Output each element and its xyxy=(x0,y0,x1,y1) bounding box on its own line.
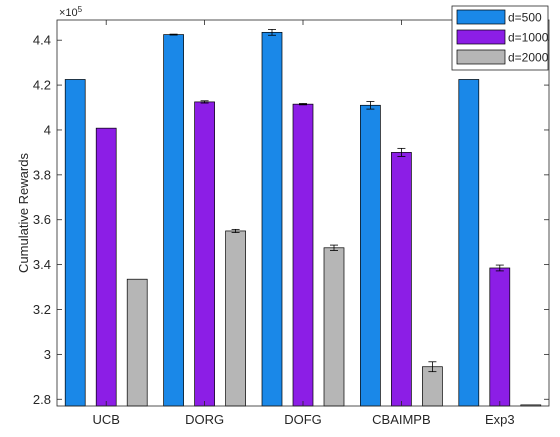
error-bar-d500-cbaimpb xyxy=(366,101,375,110)
y-tick-label: 2.8 xyxy=(33,392,51,407)
bar-d2000-ucb xyxy=(126,278,148,407)
x-tick-label: UCB xyxy=(92,412,119,427)
bar-d500-cbaimpb xyxy=(360,104,381,407)
error-bar-d500-dofg xyxy=(268,29,276,36)
bar-d1000-ucb xyxy=(95,127,117,407)
legend-swatch xyxy=(456,9,506,25)
x-tick-label: DORG xyxy=(185,412,224,427)
error-bar-d2000-dorg xyxy=(231,228,240,233)
legend-label: d=1000 xyxy=(508,31,549,45)
bar-d2000-dofg xyxy=(323,247,345,407)
bar-d1000-exp3 xyxy=(489,267,511,407)
error-bar-d500-dorg xyxy=(169,33,178,36)
bar-d1000-dorg xyxy=(194,101,215,407)
bar-d500-exp3 xyxy=(458,79,480,407)
ticks-layer: UCB DORG DOFG CBAIMPB Exp3 2.8 3 3.2 3.4 3.6 3.8 4 4… xyxy=(33,20,549,427)
legend-swatch xyxy=(456,49,506,65)
error-bar-d2000-dofg xyxy=(330,244,338,251)
bar-d2000-cbaimpb xyxy=(422,366,443,407)
legend-label: d=500 xyxy=(508,11,542,25)
y-tick-label: 3.2 xyxy=(33,302,51,317)
bar-d500-ucb xyxy=(64,79,86,407)
y-axis-label: Cumulative Rewards xyxy=(16,153,31,273)
y-tick-label: 4.4 xyxy=(33,33,51,48)
error-bars-layer xyxy=(169,29,504,373)
bars-layer xyxy=(64,31,542,407)
y-tick-label: 3.6 xyxy=(33,212,51,227)
bar-d2000-dorg xyxy=(225,230,246,407)
bar-d500-dofg xyxy=(261,31,283,407)
legend: d=500 d=1000 d=2000 xyxy=(451,5,549,71)
bar-d500-dorg xyxy=(163,34,184,407)
y-axis-exponent-base: ×10 xyxy=(59,7,78,19)
error-bar-d2000-cbaimpb xyxy=(428,361,437,373)
legend-swatch xyxy=(456,29,506,45)
x-tick-label: DOFG xyxy=(284,412,322,427)
x-tick-label: CBAIMPB xyxy=(372,412,431,427)
y-tick-label: 4.2 xyxy=(33,78,51,93)
y-tick-label: 4 xyxy=(44,122,51,137)
y-axis-exponent-power: 5 xyxy=(78,5,83,14)
y-tick-label: 3.4 xyxy=(33,257,51,272)
x-tick-label: Exp3 xyxy=(485,412,515,427)
y-axis-exponent: ×105 xyxy=(59,5,83,20)
legend-label: d=2000 xyxy=(508,51,549,65)
bar-d1000-cbaimpb xyxy=(391,152,412,407)
error-bar-d1000-dorg xyxy=(200,100,209,104)
error-bar-d1000-exp3 xyxy=(495,264,504,272)
error-bar-d1000-dofg xyxy=(299,103,307,106)
y-tick-label: 3 xyxy=(44,347,51,362)
error-bar-d1000-cbaimpb xyxy=(397,147,406,157)
bar-d1000-dofg xyxy=(292,103,314,407)
y-tick-label: 3.8 xyxy=(33,167,51,182)
